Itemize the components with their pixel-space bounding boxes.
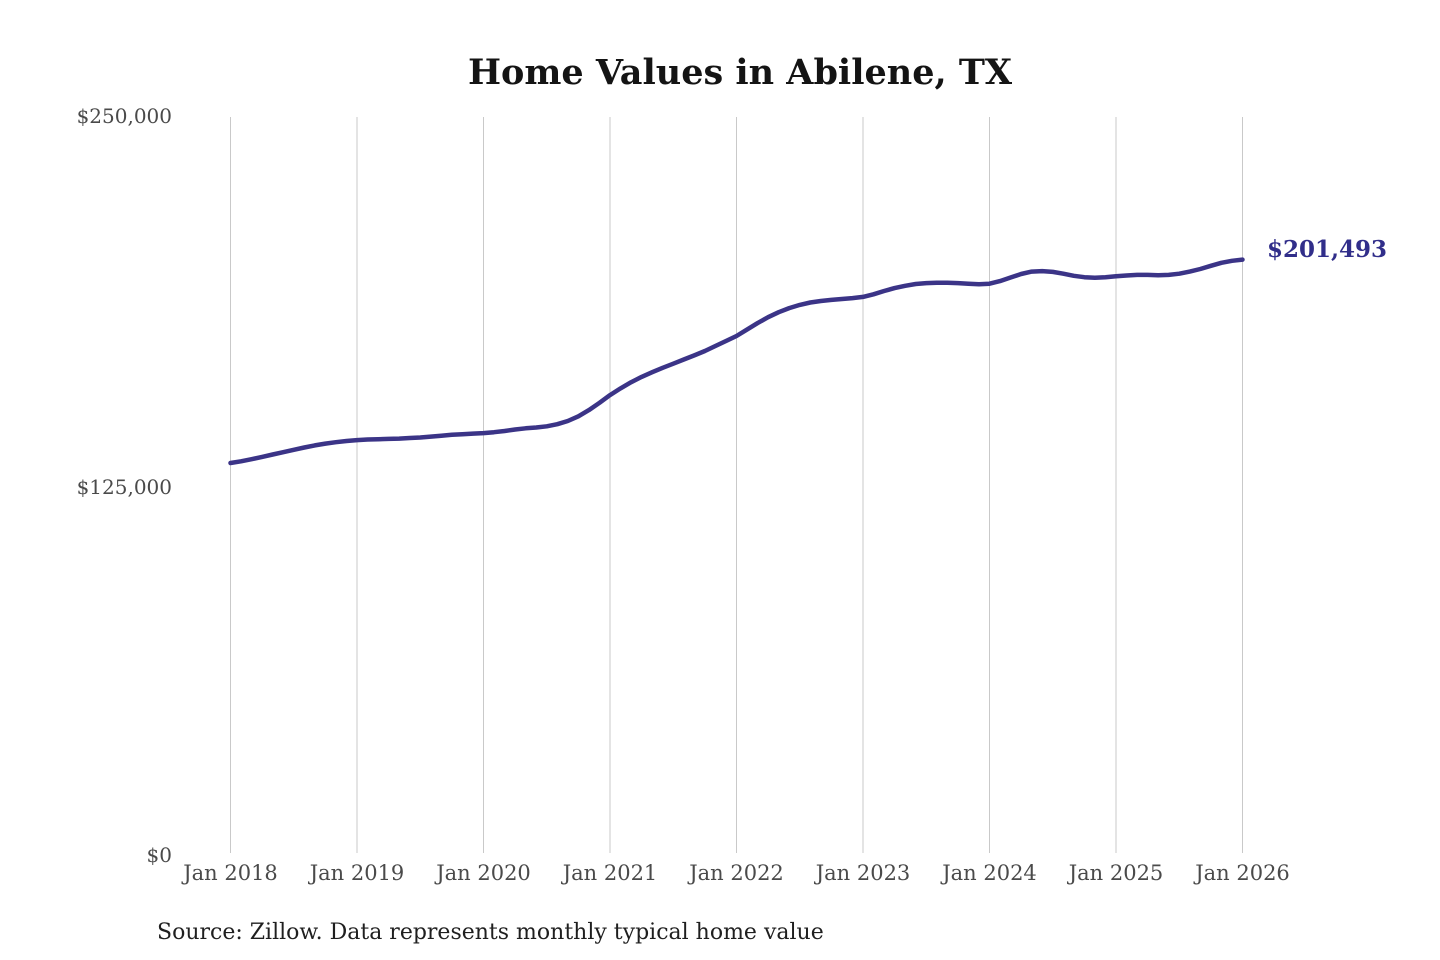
x-tick-label: Jan 2020 — [434, 861, 531, 885]
end-value-label: $201,493 — [1267, 236, 1387, 263]
y-tick-label: $125,000 — [77, 475, 172, 499]
x-tick-label: Jan 2023 — [814, 861, 911, 885]
y-tick-label: $0 — [147, 843, 172, 867]
chart-title: Home Values in Abilene, TX — [468, 52, 1013, 93]
x-tick-label: Jan 2022 — [687, 861, 784, 885]
x-axis: Jan 2018 Jan 2019 Jan 2020 Jan 2021 Jan … — [181, 861, 1290, 885]
x-tick-label: Jan 2026 — [1193, 861, 1290, 885]
vertical-gridlines — [230, 117, 1243, 853]
x-tick-label: Jan 2018 — [181, 861, 278, 885]
x-tick-label: Jan 2024 — [940, 861, 1037, 885]
x-tick-label: Jan 2021 — [561, 861, 658, 885]
y-tick-label: $250,000 — [77, 104, 172, 128]
x-tick-label: Jan 2019 — [308, 861, 405, 885]
source-note: Source: Zillow. Data represents monthly … — [157, 920, 824, 945]
y-axis: $250,000 $125,000 $0 — [77, 104, 172, 867]
x-tick-label: Jan 2025 — [1067, 861, 1164, 885]
home-value-line — [228, 257, 1245, 466]
